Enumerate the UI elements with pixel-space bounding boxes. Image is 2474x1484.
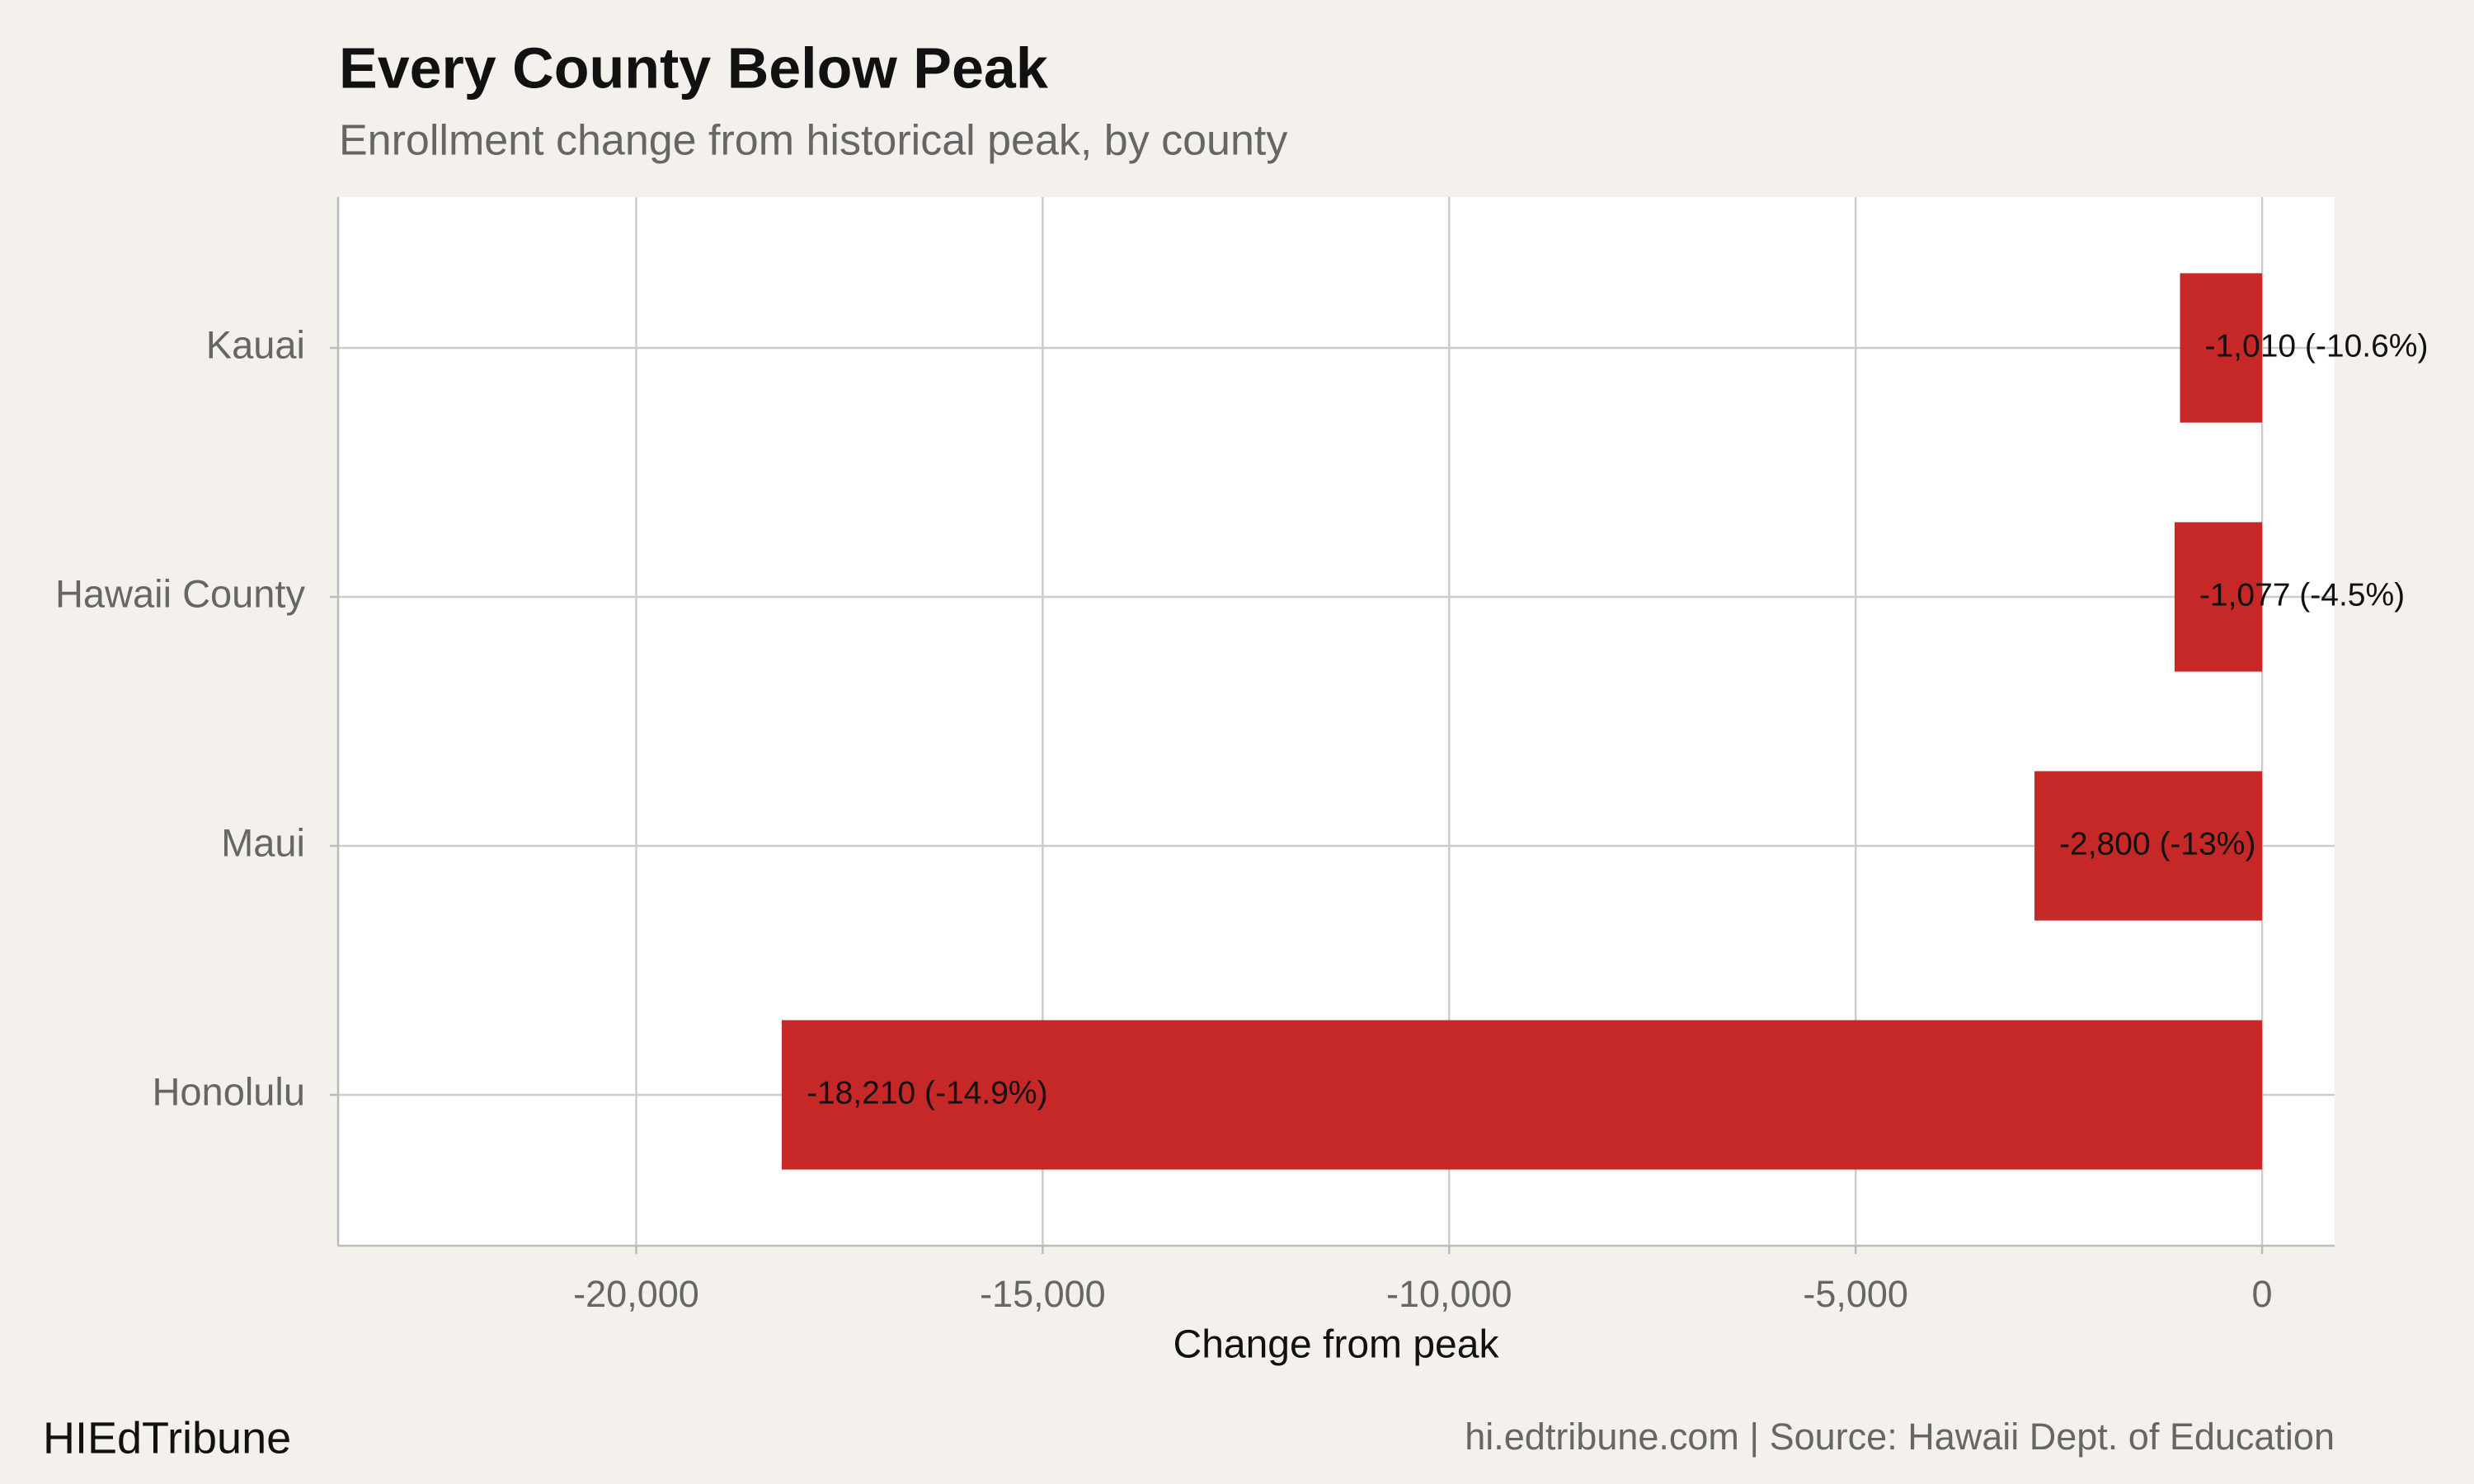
y-tick-label: Hawaii County xyxy=(55,571,306,615)
value-label: -1,077 (-4.5%) xyxy=(2199,577,2405,613)
bar xyxy=(2180,273,2263,423)
chart-title: Every County Below Peak xyxy=(339,35,1048,100)
x-axis-title: Change from peak xyxy=(1174,1323,1500,1367)
bar xyxy=(781,1020,2263,1170)
y-tick-label: Kauai xyxy=(206,322,305,366)
x-tick-label: -15,000 xyxy=(980,1273,1106,1315)
value-label: -18,210 (-14.9%) xyxy=(807,1075,1048,1111)
value-label: -1,010 (-10.6%) xyxy=(2205,328,2429,364)
bar xyxy=(2034,771,2263,921)
x-tick-label: -20,000 xyxy=(573,1273,699,1315)
y-tick-label: Honolulu xyxy=(152,1069,305,1113)
value-label: -2,800 (-13%) xyxy=(2059,826,2255,862)
x-tick-label: -10,000 xyxy=(1386,1273,1512,1315)
y-tick-label: Maui xyxy=(221,820,305,864)
caption: hi.edtribune.com | Source: Hawaii Dept. … xyxy=(1465,1416,2335,1458)
brand: HIEdTribune xyxy=(43,1413,291,1463)
chart-subtitle: Enrollment change from historical peak, … xyxy=(339,117,1287,165)
bar xyxy=(2174,522,2263,672)
x-tick-label: -5,000 xyxy=(1803,1273,1908,1315)
x-tick-label: 0 xyxy=(2252,1273,2273,1315)
